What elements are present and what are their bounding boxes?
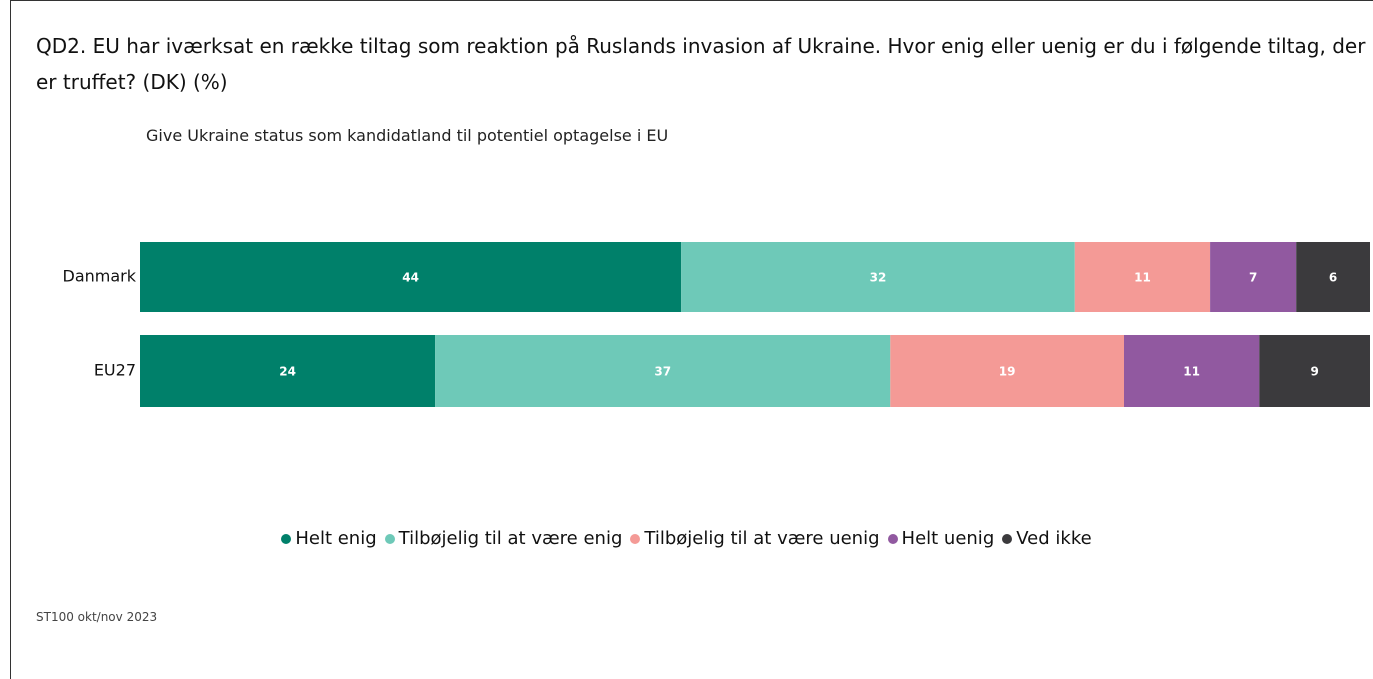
data-label: 44 <box>402 271 419 285</box>
data-label: 11 <box>1134 271 1151 285</box>
legend-swatch <box>1002 533 1013 544</box>
legend-item: Ved ikke <box>1002 528 1092 549</box>
bar-segment <box>681 242 1075 312</box>
data-label: 37 <box>654 365 671 379</box>
data-label: 19 <box>999 365 1016 379</box>
frame <box>10 0 1373 679</box>
data-label: 9 <box>1310 365 1318 379</box>
legend-swatch <box>887 533 898 544</box>
bar-segment <box>890 335 1124 407</box>
legend-label: Tilbøjelig til at være uenig <box>644 528 880 549</box>
legend-swatch <box>281 533 292 544</box>
legend-swatch <box>630 533 641 544</box>
bar-segment <box>1259 335 1370 407</box>
y-tick-label: EU27 <box>94 361 136 380</box>
data-label: 7 <box>1249 271 1257 285</box>
legend: Helt enig Tilbøjelig til at være enig Tilb… <box>0 528 1373 549</box>
bar-segment <box>1074 242 1211 312</box>
legend-item: Helt uenig <box>887 528 995 549</box>
bar-segment <box>140 242 682 312</box>
bar-segment <box>1124 335 1260 407</box>
bar-segment <box>1296 242 1370 312</box>
data-label: 6 <box>1329 271 1337 285</box>
legend-label: Helt enig <box>295 528 377 549</box>
bar-segment <box>1210 242 1297 312</box>
legend-label: Tilbøjelig til at være enig <box>398 528 623 549</box>
legend-item: Helt enig <box>281 528 377 549</box>
legend-label: Ved ikke <box>1016 528 1092 549</box>
y-tick-label: Danmark <box>63 267 137 286</box>
chart-title: QD2. EU har iværksat en række tiltag som… <box>36 34 1366 94</box>
chart-subtitle: Give Ukraine status som kandidatland til… <box>146 126 669 145</box>
legend-item: Tilbøjelig til at være enig <box>384 528 623 549</box>
legend-label: Helt uenig <box>901 528 995 549</box>
legend-swatch <box>384 533 395 544</box>
bar-segment <box>140 335 436 407</box>
legend-item: Tilbøjelig til at være uenig <box>630 528 880 549</box>
data-label: 24 <box>279 365 296 379</box>
source-note: ST100 okt/nov 2023 <box>36 610 158 624</box>
data-label: 32 <box>870 271 887 285</box>
bar-segment <box>435 335 891 407</box>
data-label: 11 <box>1183 365 1200 379</box>
